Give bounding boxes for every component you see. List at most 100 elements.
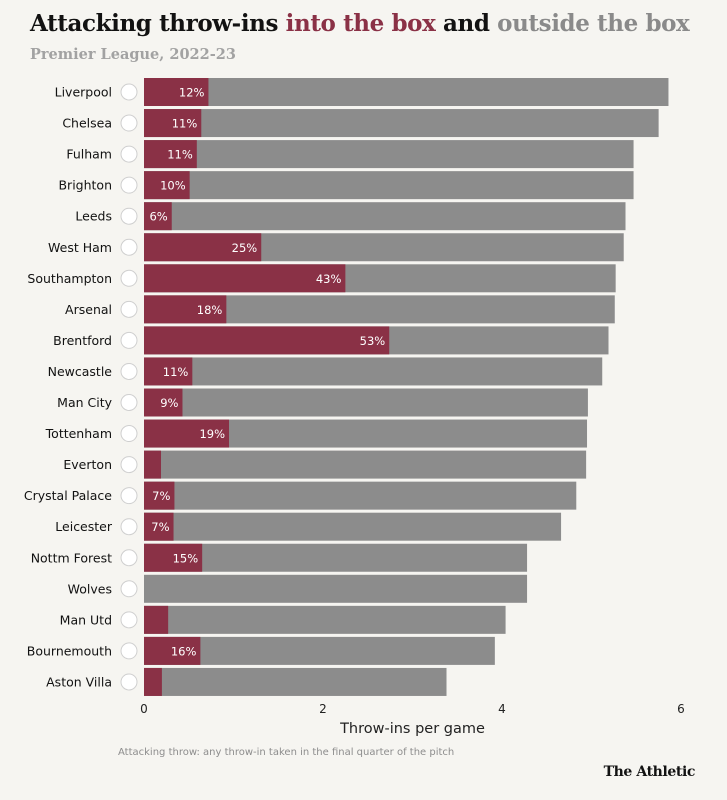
team-label-aston-villa: Aston Villa: [46, 674, 112, 689]
bar-outside-box-fulham: [144, 140, 634, 169]
bar-outside-box-brighton: [144, 171, 634, 200]
bar-into-box-man-utd: [144, 605, 169, 634]
club-crest-icon-southampton: [120, 269, 138, 287]
team-label-west-ham: West Ham: [48, 240, 112, 255]
data-label-leeds: 6%: [149, 210, 167, 224]
club-crest-icon-fulham: [120, 145, 138, 163]
data-label-brighton: 10%: [160, 179, 186, 193]
club-crest-icon-brighton: [120, 176, 138, 194]
bar-into-box-nottm-forest: [144, 543, 203, 572]
team-label-man-utd: Man Utd: [60, 612, 112, 627]
team-label-leicester: Leicester: [55, 519, 113, 534]
bar-outside-box-chelsea: [144, 109, 659, 138]
bar-into-box-aston-villa: [144, 667, 162, 696]
team-label-wolves: Wolves: [68, 581, 112, 596]
bar-into-box-chelsea: [144, 109, 202, 138]
brand-logo: The Athletic: [603, 764, 696, 780]
club-crest-icon-leeds: [120, 207, 138, 225]
bar-into-box-west-ham: [144, 233, 262, 262]
club-crest-icon-bournemouth: [120, 642, 138, 660]
bar-into-box-everton: [144, 450, 162, 479]
bar-into-box-brentford: [144, 326, 390, 355]
club-crest-icon-wolves: [120, 580, 138, 598]
team-label-tottenham: Tottenham: [45, 426, 112, 441]
club-crest-icon-aston-villa: [120, 673, 138, 691]
team-label-brentford: Brentford: [53, 333, 112, 348]
team-label-fulham: Fulham: [66, 147, 112, 162]
club-crest-icon-man-utd: [120, 611, 138, 629]
x-tick-6: 6: [677, 702, 685, 716]
x-tick-2: 2: [319, 702, 327, 716]
x-axis-label: Throw-ins per game: [340, 721, 485, 737]
club-crest-icon-man-city: [120, 394, 138, 411]
bar-into-box-newcastle: [144, 357, 193, 386]
bar-chart: Liverpool 12% Chelsea 11% Fulham 11% Brighton 1…: [24, 78, 685, 716]
data-label-west-ham: 25%: [232, 241, 258, 255]
team-label-chelsea: Chelsea: [62, 116, 112, 131]
club-crest-icon-crystal-palace: [120, 487, 138, 505]
bar-into-box-brighton: [144, 171, 190, 200]
footnote: Attacking throw: any throw-in taken in t…: [118, 747, 455, 758]
title-part-1: Attacking throw-ins: [30, 10, 286, 37]
club-crest-icon-leicester: [120, 518, 138, 536]
bar-outside-box-newcastle: [144, 357, 603, 386]
chart-subtitle: Premier League, 2022-23: [30, 46, 236, 63]
bar-into-box-leeds: [144, 202, 172, 231]
x-tick-4: 4: [498, 702, 506, 716]
bar-outside-box-crystal-palace: [144, 481, 577, 510]
bar-outside-box-wolves: [144, 574, 528, 603]
bar-outside-box-liverpool: [144, 78, 669, 106]
team-label-nottm-forest: Nottm Forest: [31, 550, 112, 565]
bar-into-box-bournemouth: [144, 636, 201, 665]
bar-into-box-southampton: [144, 264, 346, 293]
bar-into-box-leicester: [144, 512, 174, 541]
bar-into-box-fulham: [144, 140, 197, 169]
data-label-brentford: 53%: [360, 334, 386, 348]
bar-outside-box-leicester: [144, 512, 562, 541]
data-label-liverpool: 12%: [179, 86, 205, 100]
bar-outside-box-everton: [144, 450, 587, 479]
data-label-southampton: 43%: [316, 272, 342, 286]
club-crest-icon-chelsea: [120, 114, 138, 132]
data-label-crystal-palace: 7%: [152, 489, 170, 503]
bar-into-box-man-city: [144, 388, 183, 417]
bar-outside-box-man-city: [144, 388, 588, 417]
club-crest-icon-tottenham: [120, 425, 138, 443]
data-label-bournemouth: 16%: [171, 644, 197, 658]
bar-outside-box-man-utd: [144, 605, 506, 634]
title-part-3: and: [435, 10, 498, 37]
data-label-nottm-forest: 15%: [173, 551, 199, 565]
team-label-southampton: Southampton: [27, 271, 112, 286]
team-label-liverpool: Liverpool: [55, 85, 112, 100]
data-label-tottenham: 19%: [199, 427, 225, 441]
team-label-crystal-palace: Crystal Palace: [24, 488, 112, 503]
team-label-everton: Everton: [63, 457, 112, 472]
title-into-box: into the box: [285, 10, 436, 37]
data-label-leicester: 7%: [151, 520, 169, 534]
title-outside-box: outside the box: [497, 10, 690, 37]
bar-outside-box-leeds: [144, 202, 626, 231]
data-label-man-city: 9%: [160, 396, 178, 410]
club-crest-icon-nottm-forest: [120, 549, 138, 567]
bar-into-box-crystal-palace: [144, 481, 175, 510]
bar-into-box-arsenal: [144, 295, 227, 324]
team-label-arsenal: Arsenal: [65, 302, 112, 317]
team-label-bournemouth: Bournemouth: [27, 643, 112, 658]
data-label-fulham: 11%: [167, 148, 193, 162]
club-crest-icon-west-ham: [120, 238, 138, 256]
club-crest-icon-everton: [120, 456, 138, 474]
team-label-man-city: Man City: [57, 395, 112, 410]
club-crest-icon-brentford: [120, 331, 138, 349]
data-label-arsenal: 18%: [197, 303, 223, 317]
team-label-brighton: Brighton: [58, 178, 112, 193]
x-tick-0: 0: [140, 702, 148, 716]
bar-into-box-liverpool: [144, 78, 209, 106]
bar-outside-box-nottm-forest: [144, 543, 528, 572]
team-label-leeds: Leeds: [75, 209, 112, 224]
bar-outside-box-aston-villa: [144, 667, 447, 696]
bar-into-box-tottenham: [144, 419, 230, 448]
data-label-chelsea: 11%: [172, 117, 198, 131]
club-crest-icon-newcastle: [120, 362, 138, 380]
data-label-newcastle: 11%: [163, 365, 189, 379]
club-crest-icon-liverpool: [120, 83, 138, 101]
